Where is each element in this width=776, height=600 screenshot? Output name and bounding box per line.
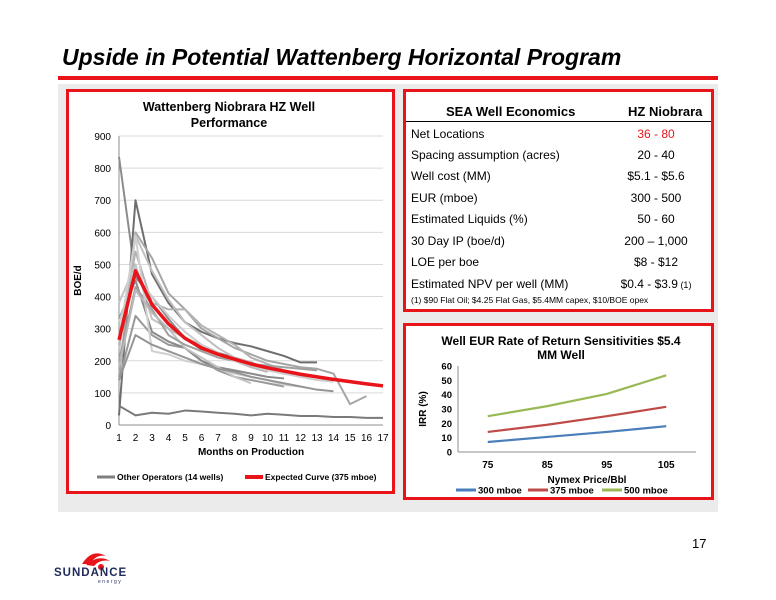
well-economics-table: SEA Well Economics HZ Niobrara Net Locat… (406, 92, 711, 309)
x-tick-label: 14 (328, 433, 340, 444)
y-tick-label: 50 (441, 376, 452, 387)
x-tick-label: 9 (248, 433, 254, 444)
y-tick-label: 200 (94, 357, 111, 368)
well-performance-panel: Wattenberg Niobrara HZ Well Performance … (66, 89, 395, 494)
other-operator-well-line (118, 234, 252, 364)
irr-sensitivity-chart: 0 10 20 30 40 50 60 75 85 95 105 Nymex Price/Bbl IRR… (418, 362, 696, 497)
other-operator-well-line (118, 334, 334, 393)
table-row: EUR (mboe) 300 - 500 (406, 187, 709, 208)
logo-subtext: energy (98, 579, 122, 584)
y-axis-title: BOE/d (73, 265, 84, 296)
table-header-rule (406, 121, 711, 122)
table-row-label: Estimated NPV per well (MM) (411, 277, 569, 291)
x-tick-label: 3 (149, 433, 155, 444)
x-tick-label: 12 (295, 433, 307, 444)
table-row-value: $0.4 - $3.9 (1) (620, 277, 692, 291)
x-tick-label: 2 (133, 433, 139, 444)
table-row: Estimated NPV per well (MM) $0.4 - $3.9 (… (406, 273, 709, 294)
expected-curve-line (117, 269, 384, 388)
legend-label: Other Operators (14 wells) (117, 472, 223, 482)
table-row-value: $5.1 - $5.6 (627, 169, 685, 183)
table-row-value: 36 - 80 (637, 127, 675, 141)
table-row-label: Spacing assumption (acres) (411, 148, 560, 162)
x-axis-title: Nymex Price/Bbl (548, 475, 627, 486)
x-tick-label: 15 (344, 433, 356, 444)
company-logo: SUNDANCE energy (54, 553, 127, 584)
x-tick-label: 6 (199, 433, 205, 444)
table-row-value: 50 - 60 (637, 212, 675, 226)
y-tick-label: 800 (94, 164, 111, 175)
other-operator-well-line (118, 404, 383, 419)
x-tick-label: 75 (482, 460, 494, 471)
y-tick-label: 100 (94, 389, 111, 400)
y-tick-label: 900 (94, 132, 111, 143)
x-tick-label: 11 (279, 433, 290, 444)
table-row: 30 Day IP (boe/d) 200 – 1,000 (406, 230, 709, 251)
legend-label: 300 mboe (478, 486, 522, 497)
y-tick-label: 40 (441, 390, 452, 401)
irr-series-line (487, 374, 667, 418)
slide-title: Upside in Potential Wattenberg Horizonta… (62, 44, 622, 70)
table-header-right: HZ Niobrara (628, 104, 703, 119)
y-tick-label: 600 (94, 228, 111, 239)
y-tick-label: 30 (441, 405, 452, 416)
table-row-value: 20 - 40 (637, 148, 675, 162)
irr-chart-title: Well EUR Rate of Return Sensitivities $5… (441, 334, 681, 362)
x-axis-title: Months on Production (198, 447, 304, 458)
y-tick-label: 400 (94, 293, 111, 304)
table-row: Estimated Liquids (%) 50 - 60 (406, 208, 709, 229)
legend-label: 375 mboe (550, 486, 594, 497)
page-number: 17 (692, 536, 707, 551)
x-tick-label: 95 (601, 460, 613, 471)
legend-label: Expected Curve (375 mboe) (265, 472, 377, 482)
table-row-footnote-ref: (1) (677, 280, 692, 290)
table-row-label: Net Locations (411, 127, 485, 141)
sun-logo-icon (82, 553, 110, 570)
y-tick-label: 0 (105, 421, 111, 432)
table-row-label: EUR (mboe) (411, 191, 478, 205)
x-tick-label: 16 (361, 433, 373, 444)
x-tick-label: 1 (116, 433, 122, 444)
x-tick-label: 13 (311, 433, 323, 444)
y-tick-label: 60 (441, 362, 452, 373)
table-header-left: SEA Well Economics (446, 104, 576, 119)
y-tick-label: 500 (94, 260, 111, 271)
x-tick-label: 4 (166, 433, 172, 444)
legend-label: 500 mboe (624, 486, 668, 497)
y-tick-label: 20 (441, 419, 452, 430)
table-row: Net Locations 36 - 80 (406, 123, 709, 144)
y-tick-label: 0 (447, 448, 452, 459)
table-row: Spacing assumption (acres) 20 - 40 (406, 144, 709, 165)
table-row-value: $8 - $12 (633, 255, 679, 269)
x-tick-label: 8 (232, 433, 238, 444)
x-tick-label: 105 (658, 460, 675, 471)
y-tick-label: 10 (441, 433, 452, 444)
x-tick-label: 5 (182, 433, 188, 444)
x-tick-label: 17 (377, 433, 389, 444)
x-tick-label: 85 (542, 460, 554, 471)
irr-series-line (487, 405, 667, 434)
x-tick-label: 10 (262, 433, 274, 444)
title-underline (58, 76, 718, 80)
well-economics-panel: SEA Well Economics HZ Niobrara Net Locat… (403, 89, 714, 312)
table-row-label: Estimated Liquids (%) (411, 212, 528, 226)
well-performance-chart-title: Wattenberg Niobrara HZ Well Performance (142, 100, 316, 130)
table-row-label: Well cost (MM) (411, 169, 491, 183)
irr-series-line (487, 425, 667, 444)
logo-text: SUNDANCE (54, 567, 127, 579)
table-row-value: 200 – 1,000 (624, 234, 688, 248)
table-row: Well cost (MM) $5.1 - $5.6 (406, 165, 709, 186)
y-tick-label: 700 (94, 196, 111, 207)
table-row: LOE per boe $8 - $12 (406, 251, 709, 272)
y-axis-title: IRR (%) (418, 391, 429, 427)
x-tick-label: 7 (215, 433, 221, 444)
y-tick-label: 300 (94, 325, 111, 336)
table-row-label: LOE per boe (411, 255, 480, 269)
irr-sensitivity-panel: Well EUR Rate of Return Sensitivities $5… (403, 323, 714, 500)
table-row-label: 30 Day IP (boe/d) (411, 234, 505, 248)
table-footnote: (1) $90 Flat Oil; $4.25 Flat Gas, $5.4MM… (411, 295, 649, 305)
other-operator-well-line (118, 285, 318, 372)
table-row-value: 300 - 500 (630, 191, 682, 205)
